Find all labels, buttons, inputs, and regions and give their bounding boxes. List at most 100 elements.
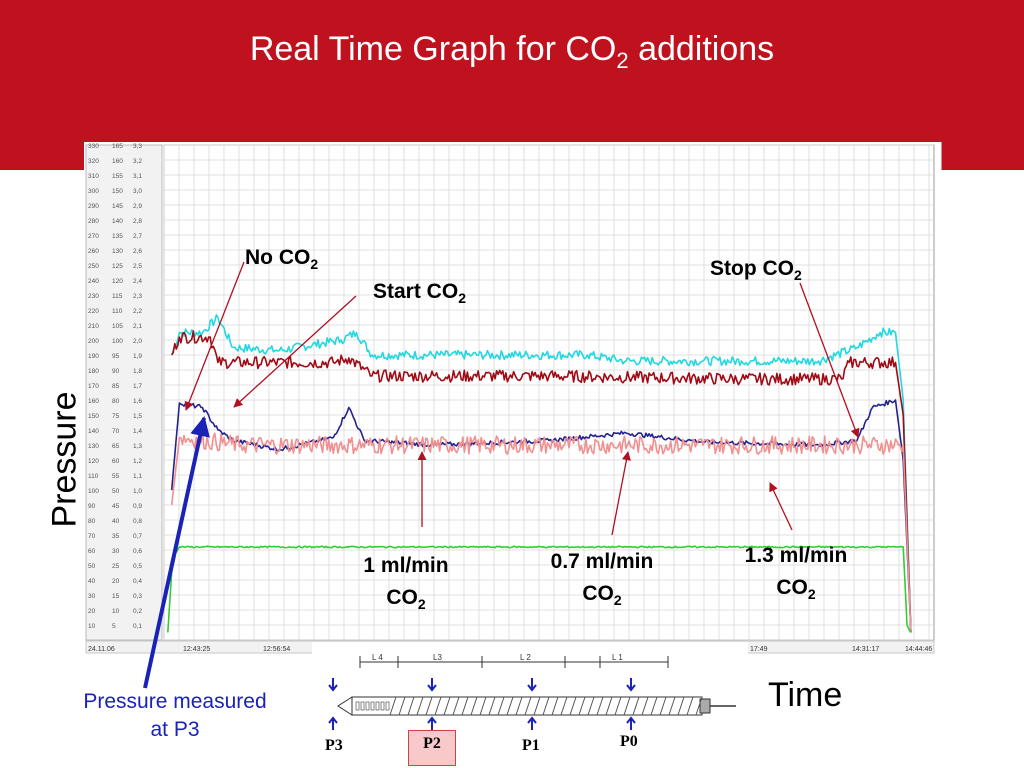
scale-tick-label: 145 <box>112 203 123 210</box>
scale-tick-label: 270 <box>88 233 99 240</box>
screw-flight <box>677 696 685 716</box>
scale-tick-label: 0,6 <box>133 548 142 555</box>
port-arrow-top <box>328 678 338 692</box>
scale-tick-label: 95 <box>112 353 120 360</box>
scale-tick-label: 155 <box>112 173 123 180</box>
series-group <box>167 314 912 633</box>
port-label-p0: P0 <box>620 733 638 750</box>
scale-tick-label: 260 <box>88 248 99 255</box>
time-tick-label: 12:43:25 <box>183 646 210 653</box>
scale-tick-label: 0,5 <box>133 563 142 570</box>
stop-co2-label: Stop CO2 <box>710 257 802 284</box>
screw-flight <box>497 696 505 716</box>
scale-tick-label: 10 <box>88 623 96 630</box>
annotation-arrow <box>769 482 793 531</box>
annotation-arrow <box>233 295 357 408</box>
scale-tick-label: 160 <box>112 158 123 165</box>
scale-tick-label: 105 <box>112 323 123 330</box>
time-tick-label: 14:44:46 <box>905 646 932 653</box>
scale-tick-label: 50 <box>88 563 96 570</box>
scale-tick-label: 75 <box>112 413 120 420</box>
scale-tick-label: 190 <box>88 353 99 360</box>
scale-tick-label: 2,4 <box>133 278 142 285</box>
scale-tick-label: 2,1 <box>133 323 142 330</box>
scale-tick-label: 140 <box>88 428 99 435</box>
scale-tick-label: 1,9 <box>133 353 142 360</box>
scale-tick-label: 165 <box>112 143 123 150</box>
pressure-p3-arrow <box>143 416 210 689</box>
screw-flight <box>659 696 667 716</box>
scale-tick-label: 2,8 <box>133 218 142 225</box>
port-arrow-bottom <box>626 716 636 730</box>
scale-tick-label: 130 <box>112 248 123 255</box>
scale-tick-label: 60 <box>112 458 120 465</box>
scale-tick-label: 25 <box>112 563 120 570</box>
screw-flight <box>389 696 397 716</box>
screw-flight <box>605 696 613 716</box>
screw-flight <box>587 696 595 716</box>
scale-tick-label: 290 <box>88 203 99 210</box>
drive-coupling <box>699 698 711 714</box>
annotation-arrow <box>611 451 631 536</box>
scale-tick-label: 0,8 <box>133 518 142 525</box>
scale-tick-label: 70 <box>88 533 96 540</box>
scale-tick-label: 15 <box>112 593 120 600</box>
screw-flight <box>641 696 649 716</box>
screw-flight <box>506 696 514 716</box>
series-line <box>170 431 912 633</box>
scale-tick-label: 55 <box>112 473 120 480</box>
scale-tick-label: 35 <box>112 533 120 540</box>
annotation-arrow <box>799 282 860 438</box>
rate-13-label: 1.3 ml/min CO2 <box>744 544 848 603</box>
scale-tick-label: 0,7 <box>133 533 142 540</box>
scale-tick-label: 1,0 <box>133 488 142 495</box>
scale-tick-label: 20 <box>88 608 96 615</box>
scale-tick-label: 1,3 <box>133 443 142 450</box>
mixing-element <box>355 701 360 711</box>
series-line <box>170 314 912 633</box>
screw-tip <box>337 696 353 716</box>
port-label-p2: P2 <box>408 730 456 766</box>
port-arrow-bottom <box>328 716 338 730</box>
scale-tick-label: 1,1 <box>133 473 142 480</box>
scale-tick-label: 310 <box>88 173 99 180</box>
scale-tick-label: 230 <box>88 293 99 300</box>
scale-tick-label: 100 <box>88 488 99 495</box>
scale-tick-label: 3,0 <box>133 188 142 195</box>
screw-flight <box>434 696 442 716</box>
screw-flight <box>425 696 433 716</box>
time-tick-label: 17:49 <box>750 646 768 653</box>
mixing-element <box>380 701 385 711</box>
screw-flight <box>569 696 577 716</box>
scale-tick-label: 5 <box>112 623 116 630</box>
scale-tick-label: 0,9 <box>133 503 142 510</box>
mixing-element <box>385 701 390 711</box>
scale-tick-label: 2,0 <box>133 338 142 345</box>
time-tick-label: 12:56:54 <box>263 646 290 653</box>
title-banner <box>0 0 1024 170</box>
scale-tick-label: 2,6 <box>133 248 142 255</box>
screw-flight <box>695 696 703 716</box>
scale-tick-label: 1,8 <box>133 368 142 375</box>
scale-tick-label: 3,3 <box>133 143 142 150</box>
screw-flight <box>452 696 460 716</box>
zone-label: L 4 <box>372 653 383 662</box>
screw-flight <box>524 696 532 716</box>
scale-tick-label: 240 <box>88 278 99 285</box>
scale-tick-label: 120 <box>88 458 99 465</box>
scale-tick-label: 30 <box>112 548 120 555</box>
screw-flight <box>407 696 415 716</box>
scale-tick-label: 70 <box>112 428 120 435</box>
scale-tick-label: 3,1 <box>133 173 142 180</box>
scale-tick-label: 100 <box>112 338 123 345</box>
screw-flight <box>479 696 487 716</box>
screw-flight <box>623 696 631 716</box>
scale-tick-label: 200 <box>88 338 99 345</box>
zone-label: L3 <box>433 653 442 662</box>
scale-tick-label: 2,5 <box>133 263 142 270</box>
screw-flight <box>650 696 658 716</box>
scale-tick-label: 250 <box>88 263 99 270</box>
port-arrow-bottom <box>427 716 437 730</box>
